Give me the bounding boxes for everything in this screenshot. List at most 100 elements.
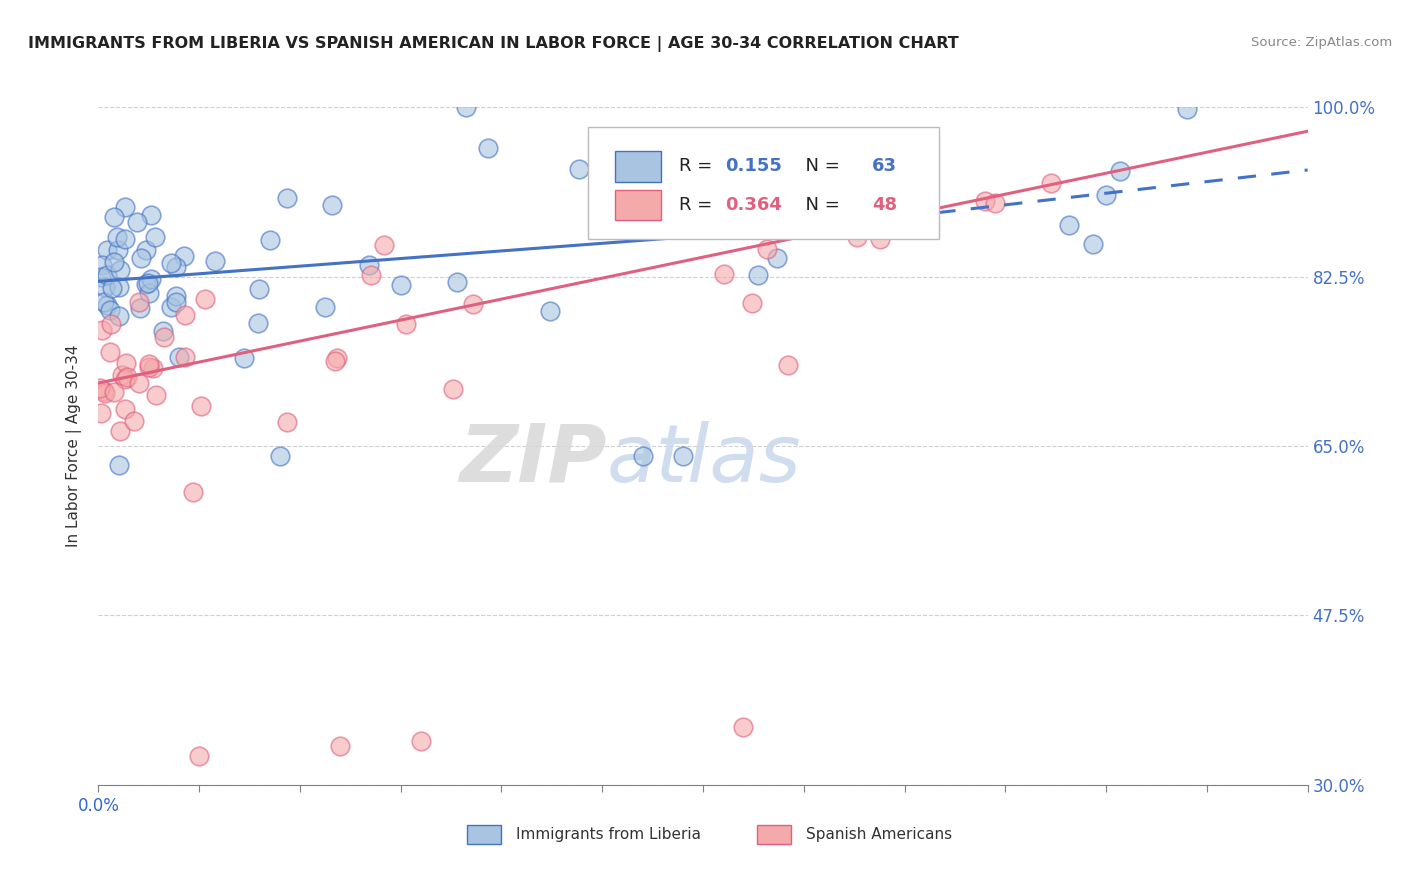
Point <box>135 243 157 257</box>
Point <box>389 278 412 293</box>
Point <box>373 237 395 252</box>
Point <box>733 720 755 734</box>
Point <box>259 233 281 247</box>
Point <box>838 205 860 219</box>
Bar <box>614 190 661 220</box>
Point <box>314 300 336 314</box>
Text: atlas: atlas <box>606 420 801 499</box>
Point <box>90 406 112 420</box>
Text: Spanish Americans: Spanish Americans <box>806 827 952 842</box>
Point <box>91 323 114 337</box>
Text: 0.364: 0.364 <box>724 196 782 214</box>
Point <box>845 230 868 244</box>
Point <box>143 230 166 244</box>
Point <box>107 458 129 473</box>
Point <box>682 165 704 179</box>
Point <box>713 267 735 281</box>
Point <box>174 350 197 364</box>
Text: Immigrants from Liberia: Immigrants from Liberia <box>516 827 700 842</box>
Point <box>538 304 561 318</box>
Point <box>869 232 891 246</box>
Point <box>395 317 418 331</box>
Point <box>1095 188 1118 202</box>
Point <box>138 360 160 375</box>
Point <box>96 243 118 257</box>
Point <box>103 255 125 269</box>
Point <box>706 140 728 154</box>
Point <box>246 316 269 330</box>
Text: 0.155: 0.155 <box>724 157 782 175</box>
Point <box>173 249 195 263</box>
Point <box>122 414 145 428</box>
Point <box>247 282 270 296</box>
Point <box>160 256 183 270</box>
Point <box>1057 218 1080 232</box>
Point <box>181 485 204 500</box>
Point <box>138 286 160 301</box>
Point <box>359 259 381 273</box>
Point <box>108 424 131 438</box>
Point <box>165 260 187 275</box>
Point <box>139 272 162 286</box>
Point <box>165 289 187 303</box>
Point <box>167 350 190 364</box>
Bar <box>467 825 501 844</box>
Bar <box>758 825 792 844</box>
Point <box>93 294 115 309</box>
Point <box>984 196 1007 211</box>
Point <box>103 211 125 225</box>
Point <box>276 191 298 205</box>
Point <box>321 198 343 212</box>
Point <box>138 357 160 371</box>
Point <box>159 300 181 314</box>
Point <box>135 277 157 291</box>
Point <box>89 381 111 395</box>
Point <box>326 351 349 365</box>
Point <box>568 162 591 177</box>
Point <box>323 353 346 368</box>
Point <box>114 232 136 246</box>
Point <box>128 301 150 315</box>
Y-axis label: In Labor Force | Age 30-34: In Labor Force | Age 30-34 <box>66 344 83 548</box>
Point <box>233 351 256 365</box>
Point <box>1083 237 1105 252</box>
Point <box>190 399 212 413</box>
Point <box>107 309 129 323</box>
Point <box>477 141 499 155</box>
Point <box>103 384 125 399</box>
Point <box>136 276 159 290</box>
Point <box>98 302 121 317</box>
Point <box>108 262 131 277</box>
Point <box>441 383 464 397</box>
Point <box>631 449 654 463</box>
Text: IMMIGRANTS FROM LIBERIA VS SPANISH AMERICAN IN LABOR FORCE | AGE 30-34 CORRELATI: IMMIGRANTS FROM LIBERIA VS SPANISH AMERI… <box>28 36 959 52</box>
Text: R =: R = <box>679 196 718 214</box>
Point <box>454 100 477 114</box>
Point <box>329 739 352 754</box>
Point <box>90 269 112 284</box>
Point <box>153 330 176 344</box>
Point <box>94 386 117 401</box>
Point <box>790 194 813 208</box>
Point <box>461 296 484 310</box>
Point <box>669 218 692 232</box>
Point <box>96 268 118 283</box>
Text: R =: R = <box>679 157 718 175</box>
Point <box>765 251 787 265</box>
Point <box>194 293 217 307</box>
Point <box>276 415 298 429</box>
Text: ZIP: ZIP <box>458 420 606 499</box>
Point <box>269 449 291 463</box>
Point <box>111 368 134 382</box>
Point <box>741 295 763 310</box>
Point <box>94 280 117 294</box>
FancyBboxPatch shape <box>588 128 939 239</box>
Point <box>107 243 129 257</box>
Point <box>409 734 432 748</box>
Text: 48: 48 <box>872 196 897 214</box>
Point <box>165 295 187 310</box>
Point <box>114 371 136 385</box>
Point <box>174 308 197 322</box>
Bar <box>614 151 661 182</box>
Point <box>204 253 226 268</box>
